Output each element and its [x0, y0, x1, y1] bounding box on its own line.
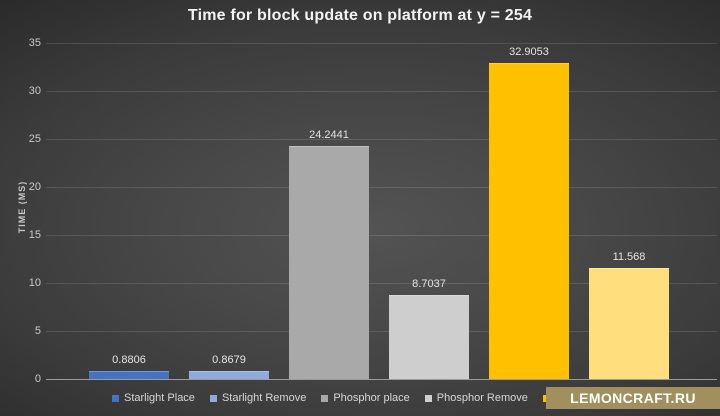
gridline-y-25 [46, 139, 717, 140]
bar-value-label-4: 8.7037 [412, 278, 446, 291]
legend-swatch-icon [424, 394, 432, 402]
y-axis-ticks: 0 5 10 15 20 25 30 35 [15, 37, 41, 385]
bar-value-label-2: 0.8679 [212, 353, 246, 366]
bar-value-label-5: 32.9053 [509, 46, 549, 59]
gridline-y-20 [46, 187, 717, 188]
bar-starlight-place [89, 370, 169, 379]
legend-swatch-icon [112, 394, 119, 402]
y-tick-label-20: 20 [28, 181, 41, 193]
bar-value-label-6: 11.568 [612, 250, 646, 263]
y-tick-label-25: 25 [28, 133, 41, 145]
bar-vanilla-place [489, 63, 569, 379]
legend-item-starlight-place: Starlight Place [112, 392, 195, 404]
y-tick-label-5: 5 [34, 325, 41, 337]
y-tick-label-10: 10 [28, 277, 41, 289]
watermark: LEMONCRAFT.RU [546, 387, 720, 409]
bar-series-6 [589, 267, 669, 379]
bar-value-label-3: 24.2441 [309, 129, 349, 142]
legend-item-phosphor-remove: Phosphor Remove [424, 392, 528, 404]
legend-label: Phosphor place [333, 392, 410, 404]
legend-swatch-icon [321, 394, 329, 402]
legend-item-phosphor-place: Phosphor place [321, 392, 410, 404]
legend-label: Starlight Remove [221, 392, 307, 404]
y-tick-label-35: 35 [28, 37, 41, 49]
bar-value-label-1: 0.8806 [112, 353, 146, 366]
gridline-y-35 [46, 43, 717, 44]
gridline-y-10 [46, 283, 717, 284]
y-tick-label-0: 0 [34, 373, 41, 385]
legend-item-starlight-remove: Starlight Remove [209, 392, 307, 404]
legend-label: Starlight Place [124, 392, 195, 404]
legend-label: Phosphor Remove [436, 392, 528, 404]
watermark-text: LEMONCRAFT.RU [570, 390, 696, 406]
legend-swatch-icon [209, 394, 217, 402]
bar-phosphor-place [289, 146, 369, 379]
gridline-y-15 [46, 235, 717, 236]
bar-phosphor-remove [389, 295, 469, 379]
bar-starlight-remove [189, 370, 269, 379]
gridline-y-30 [46, 91, 717, 92]
gridline-y-5 [46, 331, 717, 332]
y-tick-label-15: 15 [28, 229, 41, 241]
y-tick-label-30: 30 [28, 85, 41, 97]
plot-area: 0.8806 0.8679 24.2441 8.7037 32.9053 11.568 [46, 43, 717, 380]
chart-title: Time for block update on platform at y =… [187, 7, 533, 24]
